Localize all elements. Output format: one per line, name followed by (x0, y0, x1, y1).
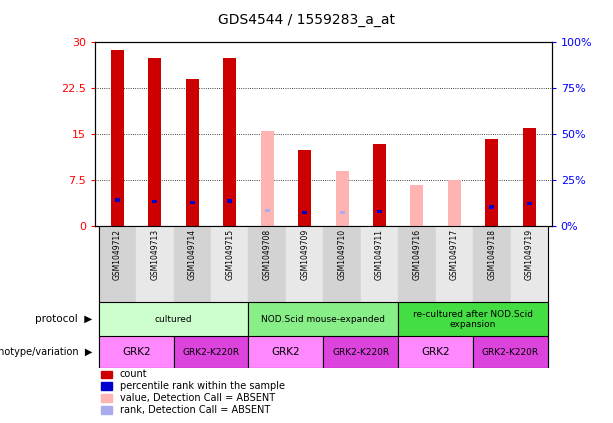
Bar (485, 139, 498, 226)
Bar (248, 336, 324, 368)
Bar (148, 58, 161, 226)
Text: re-cultured after NOD.Scid
expansion: re-cultured after NOD.Scid expansion (413, 310, 533, 329)
Text: GRK2: GRK2 (272, 347, 300, 357)
Text: value, Detection Call = ABSENT: value, Detection Call = ABSENT (120, 393, 275, 403)
Bar (398, 302, 548, 336)
Bar (153, 200, 158, 203)
Bar (410, 184, 424, 226)
Text: GRK2-K220R: GRK2-K220R (332, 348, 389, 357)
Bar (489, 205, 494, 209)
Text: GSM1049719: GSM1049719 (525, 228, 534, 280)
Bar (398, 226, 436, 302)
Bar (436, 226, 473, 302)
Bar (473, 226, 511, 302)
Text: GSM1049714: GSM1049714 (188, 228, 197, 280)
Bar (248, 226, 286, 302)
Bar (340, 211, 345, 214)
Text: protocol  ▶: protocol ▶ (35, 314, 92, 324)
Text: GSM1049713: GSM1049713 (150, 228, 159, 280)
Text: GRK2: GRK2 (421, 347, 450, 357)
Bar (527, 202, 531, 205)
Text: GDS4544 / 1559283_a_at: GDS4544 / 1559283_a_at (218, 13, 395, 27)
Bar (265, 209, 270, 212)
Bar (373, 143, 386, 226)
Text: percentile rank within the sample: percentile rank within the sample (120, 381, 284, 391)
Bar (298, 150, 311, 226)
Bar (99, 226, 136, 302)
Bar (248, 302, 398, 336)
Bar (211, 226, 248, 302)
Text: GRK2: GRK2 (122, 347, 151, 357)
Text: GSM1049717: GSM1049717 (450, 228, 459, 280)
Bar (361, 226, 398, 302)
Text: count: count (120, 369, 147, 379)
Bar (190, 201, 195, 204)
Bar (286, 226, 324, 302)
Bar (398, 336, 473, 368)
Bar (324, 226, 361, 302)
Bar (335, 171, 349, 226)
Bar (173, 336, 248, 368)
Text: GRK2-K220R: GRK2-K220R (183, 348, 240, 357)
Text: GSM1049715: GSM1049715 (225, 228, 234, 280)
Text: NOD.Scid mouse-expanded: NOD.Scid mouse-expanded (261, 315, 386, 324)
Bar (377, 210, 382, 213)
Bar (115, 198, 120, 202)
Bar (99, 336, 173, 368)
Text: GSM1049718: GSM1049718 (487, 228, 497, 280)
Text: GSM1049711: GSM1049711 (375, 228, 384, 280)
Bar (136, 226, 173, 302)
Text: GSM1049708: GSM1049708 (263, 228, 272, 280)
Bar (111, 49, 124, 226)
Bar (173, 226, 211, 302)
Text: rank, Detection Call = ABSENT: rank, Detection Call = ABSENT (120, 405, 270, 415)
Text: genotype/variation  ▶: genotype/variation ▶ (0, 347, 92, 357)
Text: GSM1049710: GSM1049710 (338, 228, 346, 280)
Text: GSM1049709: GSM1049709 (300, 228, 309, 280)
Bar (448, 180, 461, 226)
Text: cultured: cultured (155, 315, 192, 324)
Bar (186, 79, 199, 226)
Text: GSM1049712: GSM1049712 (113, 228, 122, 280)
Bar (99, 302, 248, 336)
Bar (511, 226, 548, 302)
Bar (223, 58, 237, 226)
Bar (302, 211, 307, 214)
Bar (324, 336, 398, 368)
Bar (261, 131, 274, 226)
Bar (227, 199, 232, 203)
Text: GRK2-K220R: GRK2-K220R (482, 348, 539, 357)
Text: GSM1049716: GSM1049716 (413, 228, 422, 280)
Bar (473, 336, 548, 368)
Bar (523, 128, 536, 226)
